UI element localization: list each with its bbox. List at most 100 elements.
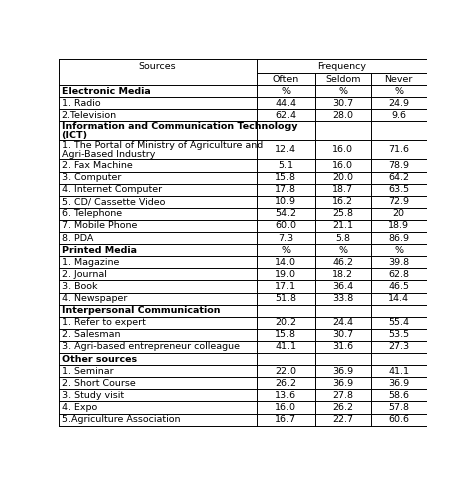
Text: 39.8: 39.8 xyxy=(388,258,409,267)
Text: 1. Refer to expert: 1. Refer to expert xyxy=(62,318,146,327)
Text: %: % xyxy=(394,86,403,96)
Text: 8. PDA: 8. PDA xyxy=(62,234,93,242)
Text: %: % xyxy=(394,246,403,255)
Text: 62.4: 62.4 xyxy=(275,111,296,120)
Text: 72.9: 72.9 xyxy=(388,197,409,206)
Text: 36.9: 36.9 xyxy=(332,379,354,388)
Text: 60.0: 60.0 xyxy=(275,221,296,230)
Text: 86.9: 86.9 xyxy=(388,234,409,242)
Text: 14.4: 14.4 xyxy=(388,294,409,303)
Text: 18.2: 18.2 xyxy=(332,270,354,279)
Text: 44.4: 44.4 xyxy=(275,99,296,108)
Text: 30.7: 30.7 xyxy=(332,99,354,108)
Text: Often: Often xyxy=(273,74,299,84)
Text: 5. CD/ Cassette Video: 5. CD/ Cassette Video xyxy=(62,197,165,206)
Text: 57.8: 57.8 xyxy=(388,403,409,412)
Text: 2. Salesman: 2. Salesman xyxy=(62,330,120,339)
Text: 25.8: 25.8 xyxy=(332,209,354,218)
Text: 18.7: 18.7 xyxy=(332,185,354,194)
Text: %: % xyxy=(338,246,347,255)
Text: 19.0: 19.0 xyxy=(275,270,296,279)
Text: 63.5: 63.5 xyxy=(388,185,409,194)
Text: Frequency: Frequency xyxy=(317,61,366,71)
Text: Agri-Based Industry: Agri-Based Industry xyxy=(62,150,155,158)
Text: 16.0: 16.0 xyxy=(332,161,354,170)
Text: 24.9: 24.9 xyxy=(388,99,409,108)
Text: 41.1: 41.1 xyxy=(388,367,409,376)
Text: 4. Expo: 4. Expo xyxy=(62,403,97,412)
Text: 64.2: 64.2 xyxy=(388,173,409,182)
Text: 46.5: 46.5 xyxy=(388,282,409,291)
Text: 17.1: 17.1 xyxy=(275,282,296,291)
Text: 2. Fax Machine: 2. Fax Machine xyxy=(62,161,132,170)
Text: 1. Seminar: 1. Seminar xyxy=(62,367,113,376)
Text: 36.9: 36.9 xyxy=(332,367,354,376)
Text: 28.0: 28.0 xyxy=(332,111,354,120)
Text: 20: 20 xyxy=(392,209,405,218)
Text: 16.0: 16.0 xyxy=(275,403,296,412)
Text: %: % xyxy=(281,86,290,96)
Text: 1. Radio: 1. Radio xyxy=(62,99,100,108)
Text: (ICT): (ICT) xyxy=(62,131,88,140)
Text: 3. Computer: 3. Computer xyxy=(62,173,121,182)
Text: 15.8: 15.8 xyxy=(275,173,296,182)
Text: 5.8: 5.8 xyxy=(336,234,350,242)
Text: 24.4: 24.4 xyxy=(332,318,354,327)
Text: Electronic Media: Electronic Media xyxy=(62,86,150,96)
Text: 51.8: 51.8 xyxy=(275,294,296,303)
Text: 54.2: 54.2 xyxy=(275,209,296,218)
Text: 53.5: 53.5 xyxy=(388,330,409,339)
Text: 58.6: 58.6 xyxy=(388,391,409,400)
Text: %: % xyxy=(338,86,347,96)
Text: 13.6: 13.6 xyxy=(275,391,296,400)
Text: 55.4: 55.4 xyxy=(388,318,409,327)
Text: 60.6: 60.6 xyxy=(388,415,409,424)
Text: Interpersonal Communication: Interpersonal Communication xyxy=(62,306,220,315)
Text: Information and Communication Technology: Information and Communication Technology xyxy=(62,122,297,131)
Text: 41.1: 41.1 xyxy=(275,343,296,351)
Text: 62.8: 62.8 xyxy=(388,270,409,279)
Text: 36.4: 36.4 xyxy=(332,282,354,291)
Text: 17.8: 17.8 xyxy=(275,185,296,194)
Text: 31.6: 31.6 xyxy=(332,343,354,351)
Text: 10.9: 10.9 xyxy=(275,197,296,206)
Text: 7. Mobile Phone: 7. Mobile Phone xyxy=(62,221,137,230)
Text: 16.7: 16.7 xyxy=(275,415,296,424)
Text: 21.1: 21.1 xyxy=(332,221,354,230)
Text: 16.0: 16.0 xyxy=(332,145,354,155)
Text: 5.1: 5.1 xyxy=(278,161,293,170)
Text: 2.Television: 2.Television xyxy=(62,111,117,120)
Text: 20.0: 20.0 xyxy=(332,173,354,182)
Text: 12.4: 12.4 xyxy=(275,145,296,155)
Text: 1. The Portal of Ministry of Agriculture and: 1. The Portal of Ministry of Agriculture… xyxy=(62,141,263,150)
Text: 36.9: 36.9 xyxy=(388,379,409,388)
Text: 26.2: 26.2 xyxy=(275,379,296,388)
Text: %: % xyxy=(281,246,290,255)
Text: 22.0: 22.0 xyxy=(275,367,296,376)
Text: 16.2: 16.2 xyxy=(332,197,354,206)
Text: 4. Internet Computer: 4. Internet Computer xyxy=(62,185,162,194)
Text: 18.9: 18.9 xyxy=(388,221,409,230)
Text: 14.0: 14.0 xyxy=(275,258,296,267)
Text: 7.3: 7.3 xyxy=(278,234,293,242)
Text: 3. Agri-based entrepreneur colleague: 3. Agri-based entrepreneur colleague xyxy=(62,343,239,351)
Text: 33.8: 33.8 xyxy=(332,294,354,303)
Text: 78.9: 78.9 xyxy=(388,161,409,170)
Text: 2. Short Course: 2. Short Course xyxy=(62,379,135,388)
Text: 1. Magazine: 1. Magazine xyxy=(62,258,119,267)
Text: Printed Media: Printed Media xyxy=(62,246,137,255)
Text: 9.6: 9.6 xyxy=(391,111,406,120)
Text: 2. Journal: 2. Journal xyxy=(62,270,107,279)
Text: 3. Study visit: 3. Study visit xyxy=(62,391,124,400)
Text: Never: Never xyxy=(384,74,413,84)
Text: 46.2: 46.2 xyxy=(332,258,354,267)
Text: 27.3: 27.3 xyxy=(388,343,409,351)
Text: 26.2: 26.2 xyxy=(332,403,354,412)
Text: 5.Agriculture Association: 5.Agriculture Association xyxy=(62,415,180,424)
Text: 3. Book: 3. Book xyxy=(62,282,97,291)
Text: 22.7: 22.7 xyxy=(332,415,354,424)
Text: 20.2: 20.2 xyxy=(275,318,296,327)
Text: 27.8: 27.8 xyxy=(332,391,354,400)
Text: 15.8: 15.8 xyxy=(275,330,296,339)
Text: Seldom: Seldom xyxy=(325,74,361,84)
